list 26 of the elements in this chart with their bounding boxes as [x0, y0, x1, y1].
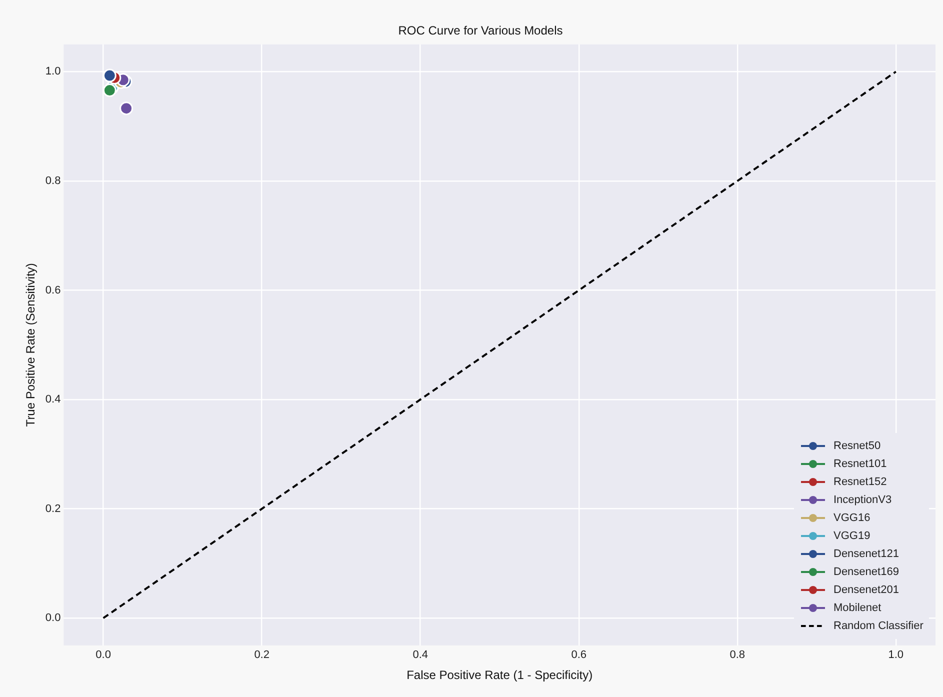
- legend-label: Resnet152: [834, 476, 887, 488]
- y-tick-label: 0.4: [45, 394, 61, 406]
- y-tick-label: 0.8: [45, 175, 61, 188]
- legend-label: Densenet121: [834, 548, 899, 560]
- legend-label: Densenet169: [834, 566, 899, 578]
- x-tick-label: 0.4: [412, 649, 428, 662]
- legend-label: Mobilenet: [834, 602, 882, 614]
- legend-label: Random Classifier: [834, 620, 924, 632]
- x-tick-label: 0.2: [254, 649, 270, 662]
- y-axis-title: True Positive Rate (Sensitivity): [24, 263, 38, 427]
- y-tick-label: 0.2: [45, 502, 61, 515]
- x-tick-label: 0.0: [96, 649, 111, 662]
- legend-label: Resnet50: [834, 440, 881, 452]
- legend-label: Densenet201: [834, 584, 899, 596]
- x-tick-label: 0.6: [571, 649, 586, 662]
- legend-label: VGG16: [834, 512, 870, 524]
- chart-title: ROC Curve for Various Models: [398, 24, 563, 38]
- y-tick-label: 0.0: [45, 612, 61, 624]
- y-tick-label: 1.0: [45, 66, 61, 78]
- legend-label: InceptionV3: [834, 494, 892, 506]
- x-tick-label: 1.0: [888, 649, 904, 662]
- legend-label: VGG19: [834, 530, 870, 542]
- x-axis-title: False Positive Rate (1 - Specificity): [406, 668, 593, 682]
- legend-label: Resnet101: [834, 458, 887, 470]
- x-tick-label: 0.8: [730, 649, 746, 662]
- y-tick-label: 0.6: [45, 284, 61, 296]
